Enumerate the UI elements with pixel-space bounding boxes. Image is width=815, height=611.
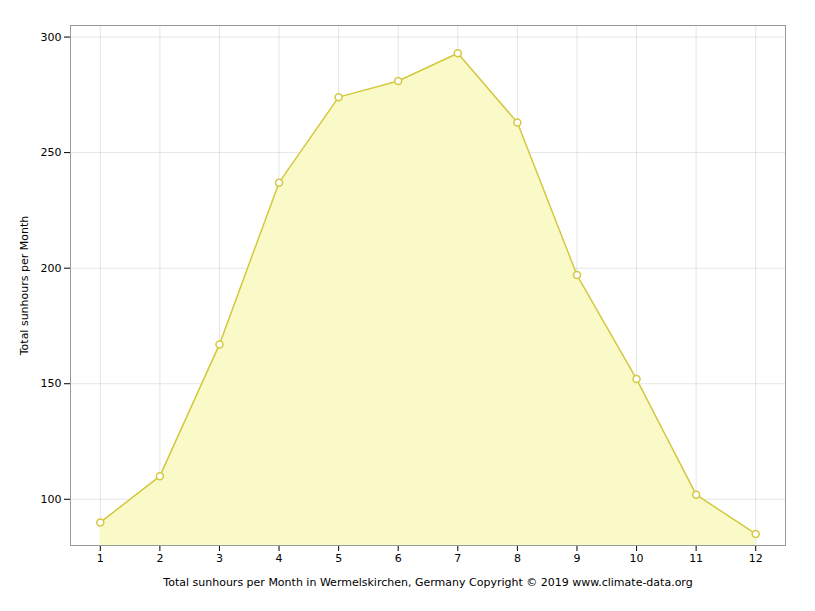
svg-text:3: 3	[216, 552, 223, 565]
svg-text:11: 11	[689, 552, 703, 565]
svg-text:200: 200	[41, 262, 62, 275]
svg-text:Total sunhours per Month in We: Total sunhours per Month in Wermelskirch…	[162, 576, 692, 589]
svg-text:10: 10	[630, 552, 644, 565]
svg-text:9: 9	[573, 552, 580, 565]
svg-text:100: 100	[41, 493, 62, 506]
svg-text:2: 2	[156, 552, 163, 565]
svg-text:4: 4	[276, 552, 283, 565]
svg-text:6: 6	[395, 552, 402, 565]
svg-text:250: 250	[41, 146, 62, 159]
svg-text:8: 8	[514, 552, 521, 565]
svg-text:7: 7	[454, 552, 461, 565]
svg-text:1: 1	[97, 552, 104, 565]
svg-text:12: 12	[749, 552, 763, 565]
svg-text:Total sunhours per Month: Total sunhours per Month	[18, 216, 31, 357]
svg-text:5: 5	[335, 552, 342, 565]
svg-text:300: 300	[41, 31, 62, 44]
svg-text:150: 150	[41, 377, 62, 390]
